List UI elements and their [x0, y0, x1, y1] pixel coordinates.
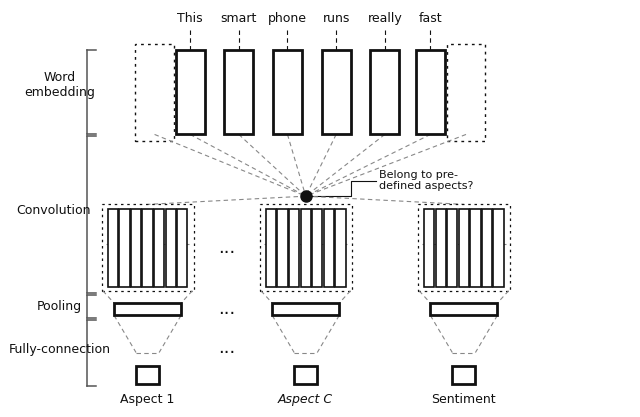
- Text: phone: phone: [268, 12, 307, 25]
- Bar: [370, 50, 399, 134]
- Bar: [260, 204, 351, 291]
- Bar: [136, 366, 159, 384]
- Bar: [431, 303, 497, 316]
- Bar: [143, 208, 153, 286]
- Bar: [278, 208, 288, 286]
- Bar: [175, 50, 205, 134]
- Bar: [301, 208, 311, 286]
- Text: Sentiment: Sentiment: [431, 393, 496, 406]
- Text: Pooling: Pooling: [37, 299, 82, 312]
- Bar: [470, 208, 481, 286]
- Bar: [224, 50, 253, 134]
- Bar: [272, 303, 339, 316]
- Bar: [266, 208, 276, 286]
- Text: runs: runs: [323, 12, 350, 25]
- Bar: [119, 208, 130, 286]
- Text: Belong to pre-
defined aspects?: Belong to pre- defined aspects?: [379, 170, 473, 191]
- Text: really: really: [367, 12, 402, 25]
- Bar: [114, 303, 181, 316]
- Bar: [154, 208, 164, 286]
- Bar: [482, 208, 492, 286]
- Bar: [416, 50, 445, 134]
- Bar: [447, 208, 458, 286]
- Bar: [273, 50, 302, 134]
- Bar: [177, 208, 188, 286]
- Bar: [459, 208, 469, 286]
- Text: fast: fast: [419, 12, 442, 25]
- Text: Fully-connection: Fully-connection: [8, 343, 110, 356]
- Bar: [294, 366, 317, 384]
- Bar: [131, 208, 141, 286]
- Text: ...: ...: [218, 300, 236, 318]
- Text: ...: ...: [218, 339, 236, 357]
- Bar: [289, 208, 300, 286]
- Text: Convolution: Convolution: [16, 204, 90, 217]
- Text: Aspect C: Aspect C: [278, 393, 333, 406]
- Bar: [493, 208, 504, 286]
- Bar: [102, 204, 193, 291]
- Text: ...: ...: [218, 239, 236, 256]
- Text: Aspect 1: Aspect 1: [120, 393, 175, 406]
- Bar: [312, 208, 323, 286]
- Bar: [424, 208, 435, 286]
- Bar: [166, 208, 176, 286]
- Bar: [108, 208, 118, 286]
- Bar: [335, 208, 346, 286]
- Bar: [418, 204, 510, 291]
- Text: smart: smart: [221, 12, 257, 25]
- Bar: [436, 208, 446, 286]
- Bar: [321, 50, 351, 134]
- Text: Word
embedding: Word embedding: [24, 71, 95, 99]
- Bar: [447, 44, 485, 141]
- Bar: [324, 208, 334, 286]
- Bar: [136, 44, 173, 141]
- Text: This: This: [177, 12, 203, 25]
- Bar: [452, 366, 476, 384]
